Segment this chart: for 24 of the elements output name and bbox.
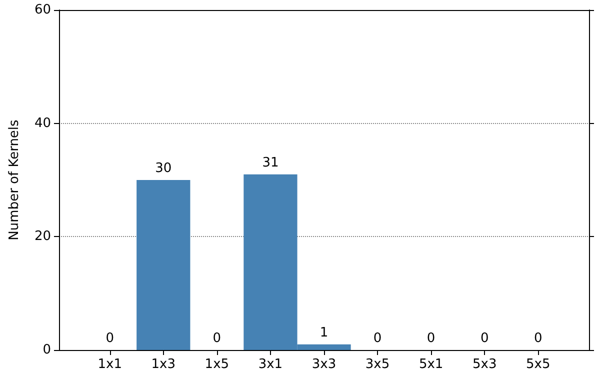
x-tick-label: 1x5 (204, 357, 230, 372)
x-tick-label: 5x5 (526, 357, 550, 372)
data-label: 1 (320, 325, 328, 340)
data-label: 0 (426, 331, 436, 346)
data-label: 31 (262, 155, 279, 170)
data-label: 0 (212, 331, 222, 346)
x-tick-label: 5x1 (418, 357, 444, 372)
y-tick-label: 60 (34, 2, 51, 18)
x-tick-label: 5x3 (472, 357, 497, 372)
y-tick-label: 40 (34, 116, 51, 131)
x-tick-label: 3x5 (365, 357, 390, 372)
y-tick-label: 20 (34, 229, 51, 244)
data-label: 30 (155, 161, 172, 176)
y-tick-label: 0 (42, 342, 51, 358)
x-tick-label: 1x1 (98, 357, 122, 372)
data-label: 0 (373, 331, 382, 346)
bar (136, 180, 190, 350)
x-tick-label: 1x3 (151, 357, 176, 372)
data-label: 0 (534, 331, 542, 346)
data-label: 0 (106, 331, 114, 346)
data-label: 0 (480, 331, 489, 346)
y-axis-title: Number of Kernels (7, 119, 22, 240)
x-tick-label: 3x1 (258, 357, 283, 372)
x-tick-label: 3x3 (312, 357, 336, 372)
